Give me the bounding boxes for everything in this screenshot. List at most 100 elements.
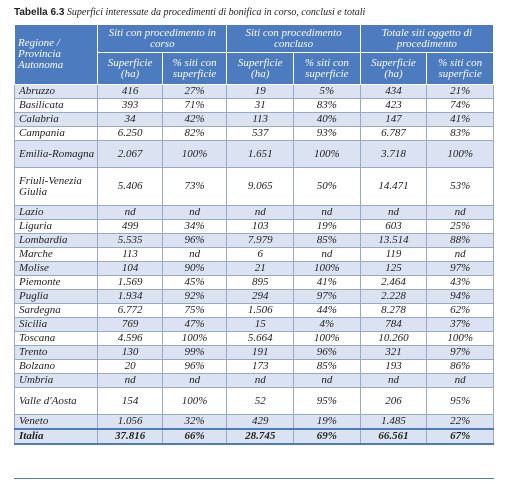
value-cell: 429 xyxy=(226,414,295,429)
table-row: Liguria 499 34% 103 19% 603 25% xyxy=(13,219,494,234)
total-row: Italia 37.816 66% 28.745 69% 66.561 67% xyxy=(13,427,494,445)
table-row: Trento 130 99% 191 96% 321 97% xyxy=(13,345,494,360)
value-cell: 113 xyxy=(97,247,163,262)
value-cell: 100% xyxy=(161,140,228,168)
region-name-cell: Basilicata xyxy=(13,98,99,113)
value-cell: 82% xyxy=(161,126,228,141)
value-cell: 119 xyxy=(359,247,428,262)
table-row: Puglia 1.934 92% 294 97% 2.228 94% xyxy=(13,289,494,304)
value-cell: 6.772 xyxy=(97,303,163,318)
table-row: Toscana 4.596 100% 5.664 100% 10.260 100% xyxy=(13,331,494,346)
value-cell: 14.471 xyxy=(359,167,428,206)
value-cell: 8.278 xyxy=(359,303,428,318)
value-cell: 75% xyxy=(161,303,228,318)
value-cell: 20 xyxy=(97,359,163,374)
region-name-cell: Sicilia xyxy=(13,317,99,332)
group-header-totale: Totale siti oggetto di procedimento xyxy=(359,24,495,53)
value-cell: 85% xyxy=(293,359,361,374)
value-cell: 784 xyxy=(359,317,428,332)
value-cell: 15 xyxy=(226,317,295,332)
value-cell: 6 xyxy=(226,247,295,262)
value-cell: 5.535 xyxy=(97,233,163,248)
value-cell: 2.067 xyxy=(97,140,163,168)
value-cell: 499 xyxy=(97,219,163,234)
value-cell: 2.464 xyxy=(359,275,428,290)
value-cell: 19% xyxy=(293,414,361,429)
value-cell: 769 xyxy=(97,317,163,332)
sub-header-surface: Superficie (ha) xyxy=(359,52,428,85)
total-value-cell: 66% xyxy=(161,427,228,445)
value-cell: nd xyxy=(426,373,494,388)
region-name-cell: Trento xyxy=(13,345,99,360)
value-cell: 154 xyxy=(97,387,163,415)
value-cell: 4% xyxy=(293,317,361,332)
value-cell: 100% xyxy=(161,331,228,346)
table-title: Superfici interessate da procedimenti di… xyxy=(66,7,366,18)
value-cell: 1.506 xyxy=(226,303,295,318)
value-cell: 1.569 xyxy=(97,275,163,290)
region-name-cell: Toscana xyxy=(13,331,99,346)
value-cell: 3.718 xyxy=(359,140,428,168)
value-cell: 47% xyxy=(161,317,228,332)
region-name-cell: Molise xyxy=(13,261,99,276)
value-cell: 32% xyxy=(161,414,228,429)
value-cell: nd xyxy=(293,205,361,220)
value-cell: 21% xyxy=(426,84,494,99)
table-row: Lombardia 5.535 96% 7.979 85% 13.514 88% xyxy=(13,233,494,248)
value-cell: 94% xyxy=(426,289,494,304)
value-cell: 73% xyxy=(161,167,228,206)
value-cell: 42% xyxy=(161,112,228,127)
value-cell: 1.485 xyxy=(359,414,428,429)
table-caption: Tabella 6.3 Superfici interessate da pro… xyxy=(14,6,365,20)
value-cell: 21 xyxy=(226,261,295,276)
value-cell: 5.664 xyxy=(226,331,295,346)
value-cell: 92% xyxy=(161,289,228,304)
total-value-cell: 28.745 xyxy=(226,427,295,445)
total-value-cell: 66.561 xyxy=(359,427,428,445)
value-cell: 96% xyxy=(161,359,228,374)
table-row: Basilicata 393 71% 31 83% 423 74% xyxy=(13,98,494,113)
region-name-cell: Campania xyxy=(13,126,99,141)
table-number: Tabella 6.3 xyxy=(14,7,65,18)
value-cell: 88% xyxy=(426,233,494,248)
value-cell: 10.260 xyxy=(359,331,428,346)
value-cell: 6.787 xyxy=(359,126,428,141)
value-cell: 95% xyxy=(293,387,361,415)
region-name-cell: Liguria xyxy=(13,219,99,234)
region-name-cell: Sardegna xyxy=(13,303,99,318)
value-cell: 99% xyxy=(161,345,228,360)
value-cell: 43% xyxy=(426,275,494,290)
table-row: Emilia-Romagna 2.067 100% 1.651 100% 3.718 100… xyxy=(13,140,494,168)
region-name-cell: Friuli-Venezia Giulia xyxy=(13,167,99,206)
value-cell: 96% xyxy=(293,345,361,360)
value-cell: nd xyxy=(161,205,228,220)
bottom-rule xyxy=(14,478,494,479)
table-row: Lazio nd nd nd nd nd nd xyxy=(13,205,494,220)
value-cell: 100% xyxy=(426,331,494,346)
value-cell: 41% xyxy=(293,275,361,290)
value-cell: 9.065 xyxy=(226,167,295,206)
value-cell: 294 xyxy=(226,289,295,304)
value-cell: 34 xyxy=(97,112,163,127)
value-cell: 93% xyxy=(293,126,361,141)
value-cell: 71% xyxy=(161,98,228,113)
sub-header-surface: Superficie (ha) xyxy=(97,52,163,85)
value-cell: 193 xyxy=(359,359,428,374)
total-value-cell: 69% xyxy=(293,427,361,445)
value-cell: 96% xyxy=(161,233,228,248)
data-table: Regione / Provincia Autonoma Siti con pr… xyxy=(13,24,495,445)
group-header-concluso: Siti con procedimento concluso xyxy=(226,24,361,53)
value-cell: 34% xyxy=(161,219,228,234)
value-cell: 31 xyxy=(226,98,295,113)
value-cell: nd xyxy=(226,205,295,220)
region-name-cell: Calabria xyxy=(13,112,99,127)
value-cell: 1.934 xyxy=(97,289,163,304)
region-name-cell: Lombardia xyxy=(13,233,99,248)
value-cell: 2.228 xyxy=(359,289,428,304)
value-cell: 74% xyxy=(426,98,494,113)
region-header: Regione / Provincia Autonoma xyxy=(13,24,99,85)
value-cell: 103 xyxy=(226,219,295,234)
value-cell: 537 xyxy=(226,126,295,141)
table-row: Valle d'Aosta 154 100% 52 95% 206 95% xyxy=(13,387,494,415)
